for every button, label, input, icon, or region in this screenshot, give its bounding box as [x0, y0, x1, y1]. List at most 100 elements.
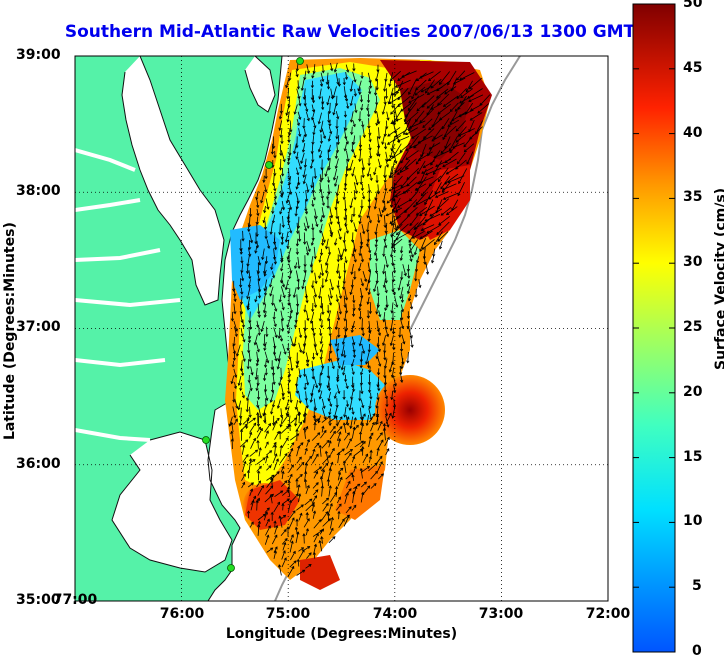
velocity-arrow [404, 111, 419, 125]
velocity-arrow [240, 295, 243, 305]
velocity-arrowhead [257, 520, 261, 524]
velocity-arrowhead [266, 360, 270, 364]
velocity-arrowhead [264, 176, 268, 180]
velocity-arrow [353, 448, 363, 457]
velocity-arrowhead [366, 465, 371, 469]
velocity-arrowhead [346, 416, 350, 420]
velocity-arrow [304, 158, 307, 168]
velocity-arrow [353, 190, 356, 200]
velocity-arrow [305, 528, 309, 536]
velocity-arrowhead [327, 518, 332, 522]
velocity-arrow [278, 564, 282, 576]
velocity-arrowhead [257, 295, 262, 299]
velocity-arrow [337, 438, 341, 447]
velocity-arrow [328, 126, 332, 134]
velocity-arrowhead [271, 220, 275, 224]
velocity-arrow [344, 288, 348, 300]
velocity-arrowhead [336, 379, 340, 383]
velocity-arrowhead [360, 372, 364, 376]
velocity-arrowhead [329, 234, 333, 238]
velocity-arrow [287, 318, 291, 328]
velocity-arrow [359, 441, 366, 448]
velocity-arrow [312, 327, 315, 336]
velocity-arrowhead [336, 142, 340, 146]
station-markers [202, 57, 304, 572]
velocity-arrowhead [415, 161, 419, 165]
velocity-arrowhead [399, 257, 403, 262]
velocity-arrow [319, 528, 324, 535]
velocity-arrow [349, 398, 353, 411]
velocity-arrowhead [336, 285, 340, 289]
velocity-arrow [343, 432, 350, 441]
velocity-arrow [312, 200, 314, 207]
velocity-arrowhead [450, 88, 454, 92]
velocity-arrow [338, 302, 342, 314]
velocity-arrowhead [359, 181, 363, 186]
velocity-arrow [320, 336, 323, 344]
colorbar-tick-label: 20 [683, 384, 703, 400]
velocity-arrow [314, 168, 316, 179]
velocity-arrow [400, 150, 409, 164]
velocity-arrowhead [359, 245, 363, 249]
velocity-arrow [337, 452, 340, 464]
velocity-arrowhead [384, 245, 388, 249]
velocity-arrowhead [282, 550, 286, 554]
velocity-arrowhead [346, 432, 350, 436]
velocity-arrowhead [272, 381, 276, 386]
velocity-arrow [264, 342, 267, 351]
velocity-arrowhead [388, 369, 392, 373]
velocity-arrow [409, 120, 426, 129]
velocity-arrow [234, 398, 238, 409]
velocity-arrowhead [321, 425, 325, 429]
velocity-arrow [385, 327, 389, 337]
velocity-arrowhead [289, 270, 293, 274]
velocity-arrowhead [302, 174, 306, 178]
velocity-arrowhead [386, 448, 390, 452]
velocity-arrow [391, 238, 403, 249]
velocity-arrow [422, 214, 434, 226]
velocity-arrowhead [235, 405, 239, 409]
velocity-arrow [290, 551, 296, 561]
velocity-arrow [351, 427, 355, 439]
velocity-arrowhead [367, 485, 371, 489]
velocity-arrowhead [270, 151, 275, 155]
velocity-arrow [266, 474, 275, 481]
velocity-arrowhead [269, 231, 273, 235]
velocity-arrowhead [384, 95, 389, 100]
velocity-arrowhead [399, 250, 404, 254]
velocity-arrowhead [385, 404, 389, 408]
velocity-arrow [384, 128, 387, 137]
velocity-arrowhead [391, 331, 396, 335]
velocity-arrowhead [345, 492, 349, 496]
velocity-arrowhead [281, 207, 286, 211]
velocity-arrow [248, 458, 252, 471]
velocity-arrowhead [320, 536, 324, 540]
velocity-arrowhead [278, 430, 282, 434]
velocity-arrow [240, 382, 243, 391]
velocity-arrow [298, 230, 301, 242]
velocity-arrow [327, 376, 331, 388]
velocity-arrow [359, 215, 362, 224]
velocity-arrowhead [314, 215, 318, 220]
velocity-arrowhead [360, 283, 365, 287]
velocity-arrowhead [349, 102, 353, 107]
velocity-arrow [358, 80, 362, 92]
velocity-arrowhead [263, 226, 268, 230]
velocity-arrowhead [324, 450, 329, 454]
velocity-arrow [346, 481, 351, 489]
velocity-arrowhead [258, 262, 262, 266]
velocity-arrow [396, 223, 409, 235]
velocity-arrowhead [368, 257, 372, 261]
velocity-arrow [314, 208, 317, 219]
velocity-arrowhead [314, 280, 318, 285]
velocity-arrow [344, 311, 347, 321]
x-tick-label: 72:00 [585, 606, 631, 622]
velocity-arrow [409, 190, 419, 202]
velocity-arrow [241, 482, 245, 489]
velocity-arrow [305, 216, 309, 229]
velocity-arrow [350, 80, 354, 92]
velocity-arrowhead [420, 193, 424, 197]
velocity-arrow [274, 445, 276, 455]
velocity-arrow [361, 120, 364, 127]
velocity-arrowhead [384, 413, 389, 417]
